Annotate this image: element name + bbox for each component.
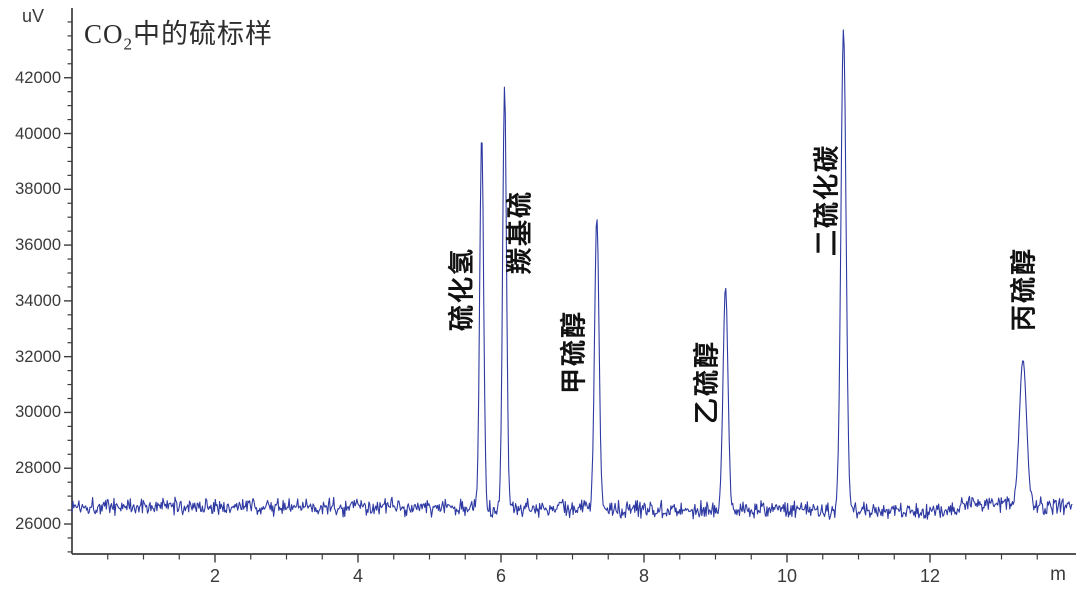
y-tick-label: 38000 <box>15 180 61 199</box>
title-formula-subscript: 2 <box>123 34 134 54</box>
y-tick-label: 28000 <box>15 459 61 478</box>
trace-group <box>71 29 1073 520</box>
y-tick-label: 34000 <box>15 291 61 310</box>
y-tick-label: 40000 <box>15 124 61 143</box>
x-tick-label: 8 <box>638 566 649 586</box>
peak-label-2: 羰基硫 <box>504 189 535 275</box>
peak-label-5: 二硫化碳 <box>811 143 842 257</box>
x-tick-label: 6 <box>495 566 506 586</box>
title-formula: CO <box>84 19 124 49</box>
axes <box>64 8 1076 563</box>
y-axis-unit-label: uV <box>22 6 45 26</box>
chromatogram-trace <box>71 29 1073 520</box>
x-tick-label: 2 <box>209 566 220 586</box>
y-tick-label: 36000 <box>15 236 61 255</box>
title-text: 中的硫标样 <box>133 19 274 49</box>
x-tick-label: 4 <box>352 566 363 586</box>
x-tick-label: 12 <box>919 566 941 586</box>
y-tick-label: 26000 <box>15 515 61 533</box>
x-axis-unit-label: m <box>1050 564 1066 585</box>
x-tick-label: 10 <box>776 566 798 586</box>
peak-label-1: 硫化氢 <box>446 246 477 332</box>
peak-label-6: 丙硫醇 <box>1008 246 1039 332</box>
y-tick-label: 42000 <box>15 68 61 87</box>
peak-label-3: 甲硫醇 <box>558 309 589 395</box>
chart-title: CO2中的硫标样 <box>84 12 274 54</box>
peak-label-4: 乙硫醇 <box>691 339 721 425</box>
y-tick-label: 32000 <box>15 347 61 366</box>
y-tick-label: 30000 <box>15 403 61 422</box>
